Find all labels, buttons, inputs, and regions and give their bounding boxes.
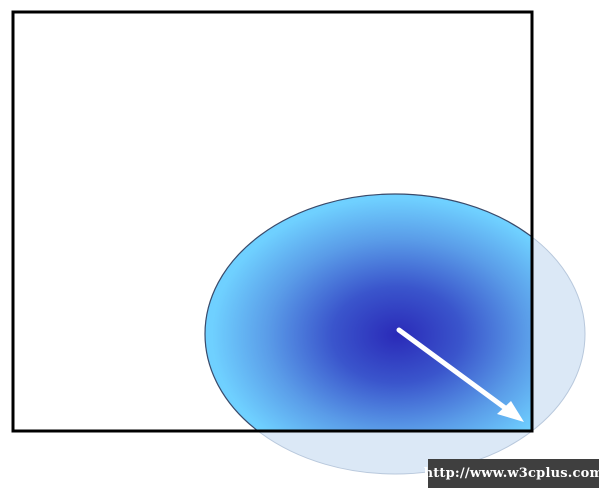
radius-arrow-icon [396, 327, 524, 422]
gradient-ellipse-inner [204, 193, 532, 431]
watermark: http://www.w3cplus.com [424, 459, 601, 488]
bounding-box [11, 10, 534, 433]
